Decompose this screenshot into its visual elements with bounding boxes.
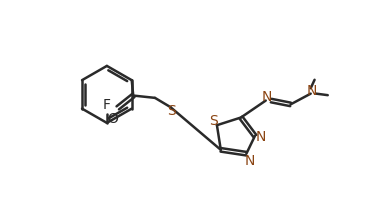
Text: O: O xyxy=(108,112,119,126)
Text: N: N xyxy=(306,84,317,98)
Text: N: N xyxy=(244,154,255,168)
Text: N: N xyxy=(256,130,266,144)
Text: S: S xyxy=(209,114,218,128)
Text: F: F xyxy=(103,98,111,112)
Text: N: N xyxy=(261,91,272,105)
Text: S: S xyxy=(167,104,176,118)
